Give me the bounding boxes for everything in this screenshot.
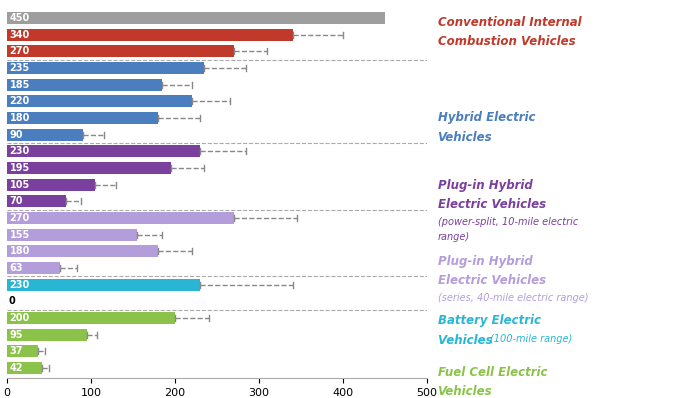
Bar: [7, 29, 293, 41]
Text: Hybrid Electric: Hybrid Electric: [438, 111, 535, 125]
Text: 63: 63: [10, 263, 23, 273]
Text: Plug-in Hybrid: Plug-in Hybrid: [438, 255, 532, 268]
Text: 200: 200: [10, 313, 30, 323]
Text: 70: 70: [10, 196, 23, 207]
Bar: [7, 329, 87, 341]
Text: Plug-in Hybrid: Plug-in Hybrid: [438, 179, 532, 192]
Bar: [7, 246, 158, 258]
Text: Vehicles: Vehicles: [438, 334, 496, 347]
Text: 180: 180: [10, 113, 30, 123]
Text: Electric Vehicles: Electric Vehicles: [438, 198, 545, 211]
Text: Conventional Internal: Conventional Internal: [438, 16, 581, 29]
Text: (power-split, 10-mile electric: (power-split, 10-mile electric: [438, 217, 578, 227]
Text: 270: 270: [10, 46, 30, 56]
Bar: [7, 212, 234, 224]
Text: 340: 340: [10, 29, 30, 40]
Text: Vehicles: Vehicles: [438, 385, 492, 398]
Text: 42: 42: [10, 363, 23, 373]
Bar: [7, 129, 83, 140]
Text: 155: 155: [10, 230, 30, 240]
Text: 90: 90: [10, 130, 23, 140]
Text: 105: 105: [10, 179, 30, 190]
Text: 220: 220: [10, 96, 30, 106]
Bar: [7, 45, 234, 57]
Text: 95: 95: [10, 330, 23, 340]
Bar: [7, 312, 175, 324]
Bar: [7, 12, 385, 24]
Text: Electric Vehicles: Electric Vehicles: [438, 274, 545, 287]
Text: Battery Electric: Battery Electric: [438, 314, 540, 328]
Bar: [7, 345, 38, 357]
Bar: [7, 162, 171, 174]
Text: 235: 235: [10, 63, 30, 73]
Text: 180: 180: [10, 246, 30, 256]
Text: 0: 0: [8, 297, 15, 306]
Bar: [7, 262, 60, 274]
Bar: [7, 279, 200, 291]
Text: Vehicles: Vehicles: [438, 131, 492, 144]
Text: 270: 270: [10, 213, 30, 223]
Bar: [7, 62, 204, 74]
Text: 185: 185: [10, 80, 30, 90]
Text: 37: 37: [10, 346, 23, 357]
Bar: [7, 229, 137, 241]
Text: 230: 230: [10, 280, 30, 290]
Bar: [7, 145, 200, 157]
Text: range): range): [438, 232, 470, 242]
Text: 450: 450: [10, 13, 30, 23]
Text: Fuel Cell Electric: Fuel Cell Electric: [438, 366, 547, 379]
Bar: [7, 179, 95, 191]
Bar: [7, 195, 66, 207]
Text: 195: 195: [10, 163, 30, 173]
Bar: [7, 96, 192, 107]
Text: (series, 40-mile electric range): (series, 40-mile electric range): [438, 293, 588, 303]
Bar: [7, 79, 162, 91]
Bar: [7, 362, 42, 374]
Text: 230: 230: [10, 146, 30, 156]
Bar: [7, 112, 158, 124]
Text: Combustion Vehicles: Combustion Vehicles: [438, 35, 575, 48]
Text: (100-mile range): (100-mile range): [490, 334, 573, 343]
